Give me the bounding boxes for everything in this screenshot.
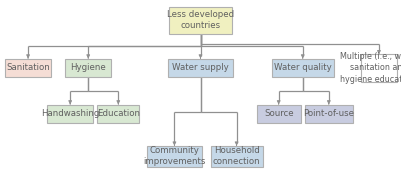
Text: Source: Source [264,109,294,118]
FancyBboxPatch shape [97,105,140,123]
FancyBboxPatch shape [272,59,334,77]
Text: Community
improvements: Community improvements [143,146,206,166]
FancyBboxPatch shape [5,59,51,77]
Text: Multiple (i.e., water
sanitation and
hygiene education): Multiple (i.e., water sanitation and hyg… [340,52,401,84]
Text: Education: Education [97,109,140,118]
Text: Water quality: Water quality [274,64,332,72]
Text: Household
connection: Household connection [213,146,260,166]
FancyBboxPatch shape [47,105,93,123]
Text: Sanitation: Sanitation [6,64,50,72]
FancyBboxPatch shape [211,146,263,167]
FancyBboxPatch shape [361,54,397,82]
Text: Handwashing: Handwashing [41,109,99,118]
FancyBboxPatch shape [65,59,111,77]
FancyBboxPatch shape [305,105,353,123]
Text: Water supply: Water supply [172,64,229,72]
FancyBboxPatch shape [148,146,201,167]
FancyBboxPatch shape [168,59,233,77]
Text: Less developed
countries: Less developed countries [167,10,234,30]
Text: Hygiene: Hygiene [70,64,106,72]
FancyBboxPatch shape [257,105,301,123]
Text: Point-of-use: Point-of-use [303,109,354,118]
FancyBboxPatch shape [169,7,232,33]
